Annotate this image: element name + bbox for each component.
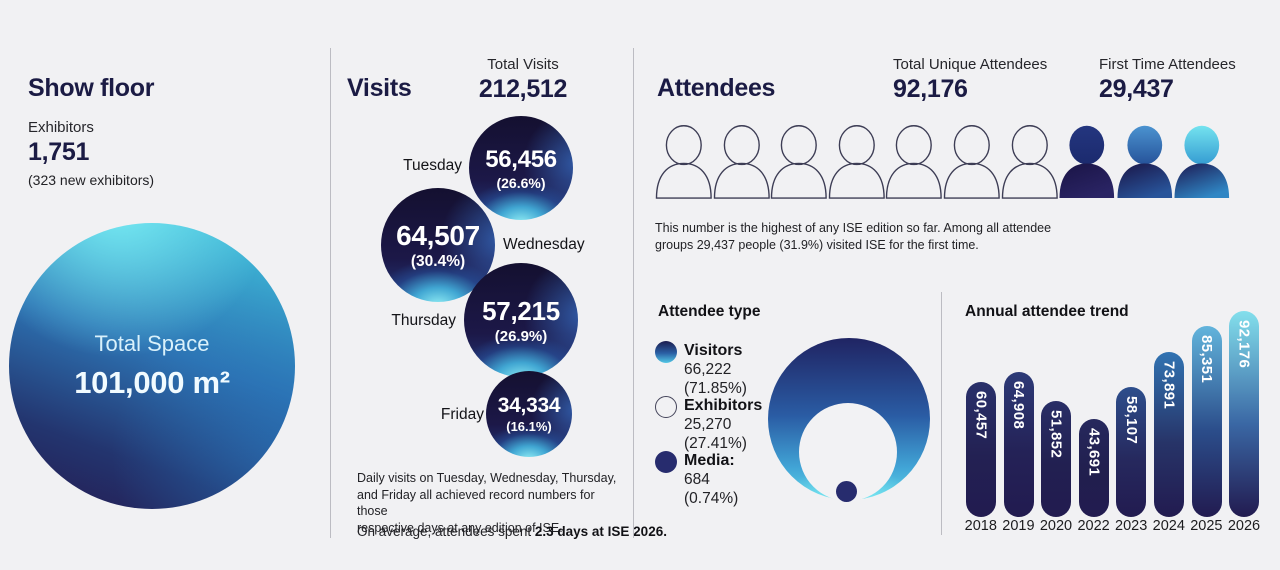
day-label-wednesday: Wednesday — [503, 236, 585, 253]
visits-average-bold: 2.3 days at ISE 2026. — [534, 524, 667, 539]
trend-bar-value: 73,891 — [1160, 361, 1178, 410]
bubble-friday-pct: (16.1%) — [506, 419, 552, 434]
trend-year-label: 2024 — [1152, 518, 1185, 534]
trend-year-label: 2019 — [1002, 518, 1035, 534]
bubble-thursday: 57,215 (26.9%) — [464, 263, 578, 377]
person-outline-icon — [943, 125, 1000, 199]
attendees-note-line2: groups 29,437 people (31.9%) visited ISE… — [655, 237, 979, 252]
trend-year-label: 2022 — [1077, 518, 1110, 534]
legend-media-pct: (0.74%) — [684, 490, 739, 507]
first-time-attendees-label: First Time Attendees — [1099, 56, 1236, 73]
attendee-type-media-circle — [836, 481, 857, 502]
legend-exhibitors-name: Exhibitors — [684, 397, 763, 414]
exhibitors-swatch-icon — [655, 396, 677, 418]
attendee-people-row — [655, 125, 1231, 199]
visits-note-line3: respective days at any edition of ISE. — [357, 520, 563, 535]
trend-year-label: 2023 — [1115, 518, 1148, 534]
person-filled-navy-icon — [1059, 125, 1115, 199]
person-filled-blue-icon — [1117, 125, 1172, 199]
media-swatch-icon — [655, 451, 677, 473]
attendees-note-line1: This number is the highest of any ISE ed… — [655, 221, 1052, 235]
person-outline-icon — [1001, 125, 1058, 199]
total-visits-value: 212,512 — [478, 75, 568, 103]
trend-bar-value: 51,852 — [1047, 410, 1065, 459]
person-outline-icon — [713, 125, 770, 199]
legend-visitors-pct: (71.85%) — [684, 380, 747, 397]
trend-bar-value: 60,457 — [972, 391, 990, 440]
total-space-value: 101,000 m² — [74, 365, 230, 400]
legend-exhibitors-value: 25,270 — [684, 416, 732, 433]
trend-bar-value: 85,351 — [1198, 335, 1216, 384]
person-filled-cyan-icon — [1174, 125, 1230, 199]
trend-year-label: 2018 — [964, 518, 997, 534]
bubble-friday: 34,334 (16.1%) — [486, 371, 572, 457]
visits-title: Visits — [347, 74, 412, 102]
annual-trend-years: 2018 2019 2020 2022 2023 2024 2025 2026 — [962, 518, 1264, 534]
trend-bar-2018: 60,457 — [966, 382, 996, 517]
total-unique-attendees-value: 92,176 — [893, 75, 968, 103]
trend-bar-2026: 92,176 — [1229, 311, 1260, 517]
trend-year-label: 2025 — [1190, 518, 1223, 534]
section-show-floor: Show floor Exhibitors 1,751 (323 new exh… — [0, 0, 330, 570]
annual-trend-title: Annual attendee trend — [965, 303, 1129, 320]
trend-bar-value: 64,908 — [1010, 381, 1028, 430]
bubble-wednesday: 64,507 (30.4%) — [381, 188, 495, 302]
attendee-type-title: Attendee type — [658, 303, 761, 320]
day-label-tuesday: Tuesday — [403, 157, 462, 174]
legend-visitors-name: Visitors — [684, 342, 743, 359]
bubble-thursday-value: 57,215 — [482, 295, 560, 326]
legend-media-name: Media: — [684, 452, 735, 469]
bubble-wednesday-pct: (30.4%) — [410, 252, 466, 270]
section-divider — [330, 48, 331, 538]
day-label-thursday: Thursday — [391, 312, 456, 329]
person-outline-icon — [886, 125, 943, 199]
visits-note: Daily visits on Tuesday, Wednesday, Thur… — [357, 470, 627, 536]
bubble-wednesday-value: 64,507 — [396, 219, 480, 251]
total-unique-attendees-label: Total Unique Attendees — [893, 56, 1048, 73]
total-space-label: Total Space — [94, 331, 210, 356]
trend-bar-2023: 58,107 — [1116, 387, 1147, 517]
attendees-title: Attendees — [657, 74, 776, 102]
total-space-circle: Total Space 101,000 m² — [9, 223, 295, 509]
trend-bar-2025: 85,351 — [1191, 326, 1222, 517]
exhibitors-label: Exhibitors — [28, 119, 94, 136]
visits-average-prefix: On average, attendees spent — [357, 524, 535, 539]
day-label-friday: Friday — [440, 406, 484, 423]
bubble-tuesday: 56,456 (26.6%) — [469, 116, 573, 220]
first-time-attendees-value: 29,437 — [1099, 75, 1174, 103]
visitors-swatch-icon — [655, 341, 677, 363]
person-outline-icon — [655, 125, 712, 199]
legend-exhibitors-pct: (27.41%) — [684, 435, 747, 452]
annual-trend-bars: 60,457 64,908 51,852 43,691 58,107 73,891 85,3… — [966, 311, 1267, 517]
section-visits: Visits Total Visits 212,512 — [330, 0, 633, 570]
trend-year-label: 2026 — [1227, 518, 1261, 534]
total-visits-label: Total Visits — [487, 56, 559, 73]
trend-bar-2022: 43,691 — [1078, 419, 1109, 517]
visits-average-note: On average, attendees spent 2.3 days at … — [357, 524, 667, 539]
person-outline-icon — [828, 125, 885, 199]
legend-visitors-value: 66,222 — [684, 361, 732, 378]
trend-bar-value: 92,176 — [1235, 320, 1253, 369]
bubble-tuesday-value: 56,456 — [485, 145, 557, 173]
person-outline-icon — [770, 125, 827, 199]
bubble-tuesday-pct: (26.6%) — [496, 174, 546, 191]
attendees-note: This number is the highest of any ISE ed… — [655, 220, 1055, 253]
visits-note-line2: and Friday all achieved record numbers f… — [357, 487, 595, 519]
trend-year-label: 2020 — [1039, 518, 1073, 534]
show-floor-title: Show floor — [28, 74, 155, 102]
trend-divider — [941, 292, 942, 535]
trend-bar-2019: 64,908 — [1003, 372, 1034, 517]
bubble-thursday-pct: (26.9%) — [494, 327, 548, 345]
legend-media-value: 684 — [684, 471, 710, 488]
trend-bar-value: 43,691 — [1085, 428, 1103, 477]
exhibitors-note: (323 new exhibitors) — [28, 172, 155, 188]
trend-bar-value: 58,107 — [1122, 396, 1140, 445]
visits-note-line1: Daily visits on Tuesday, Wednesday, Thur… — [357, 471, 617, 485]
trend-bar-2024: 73,891 — [1154, 352, 1184, 517]
exhibitors-value: 1,751 — [28, 138, 90, 166]
trend-bar-2020: 51,852 — [1041, 401, 1072, 517]
bubble-friday-value: 34,334 — [497, 394, 561, 417]
section-divider — [633, 48, 634, 538]
